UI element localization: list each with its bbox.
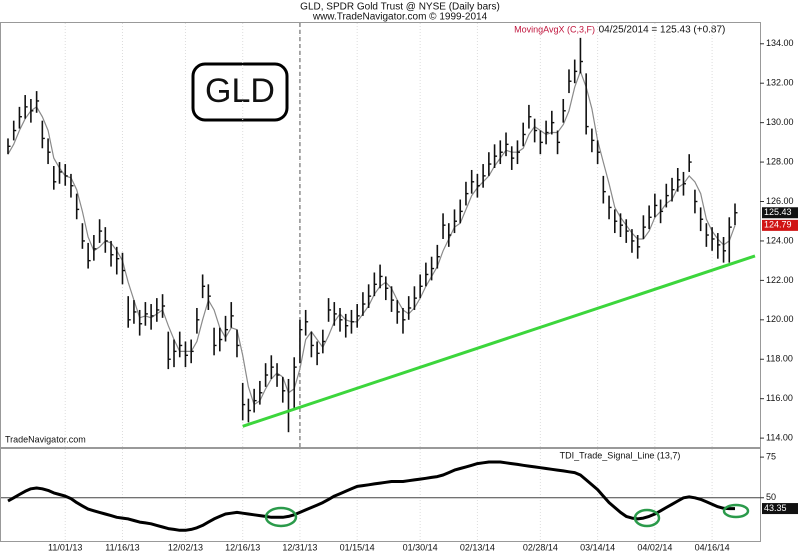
trendline <box>242 254 756 428</box>
y-tick-label: 118.00 <box>766 354 793 364</box>
y-tick-label: 120.00 <box>766 314 794 324</box>
watermark: TradeNavigator.com <box>5 434 86 444</box>
close-label: 125.43 <box>764 207 792 217</box>
value-label: 43.35 <box>764 503 787 513</box>
y-tick-label: 116.00 <box>766 393 793 403</box>
close-box <box>762 207 798 219</box>
symbol-text: GLD <box>205 72 275 110</box>
annotations <box>264 503 750 528</box>
y-tick-label: 126.00 <box>766 196 794 206</box>
y-tick-label: 122.00 <box>766 275 794 285</box>
y-tick-label: 50 <box>766 492 776 502</box>
moving-average-line <box>7 69 736 406</box>
highlight-ellipse <box>633 508 661 528</box>
x-tick-label: 04/02/14 <box>637 542 672 552</box>
x-tick-label: 03/14/14 <box>580 542 615 552</box>
legend-label: TDI_Trade_Signal_Line (13,7) <box>560 450 681 460</box>
highlight-ellipse <box>722 503 750 519</box>
x-tick-label: 02/28/14 <box>523 542 558 552</box>
chart-subtitle: www.TradeNavigator.com © 1999-2014 <box>312 12 488 23</box>
x-tick-label: 12/31/13 <box>282 542 317 552</box>
indicator-panel <box>0 448 761 542</box>
y-tick-label: 128.00 <box>766 156 794 166</box>
y-tick-label: 75 <box>766 452 776 462</box>
y-tick-label: 114.00 <box>766 432 793 442</box>
chart-title: GLD, SPDR Gold Trust @ NYSE (Daily bars) <box>300 2 500 13</box>
legend-label: MovingAvgX (C,3,F) <box>514 24 595 34</box>
x-tick-label: 01/15/14 <box>340 542 375 552</box>
y-tick-label: 130.00 <box>766 117 794 127</box>
x-tick-label: 11/16/13 <box>105 542 139 552</box>
last-label: 04/25/2014 = 125.43 (+0.87) <box>599 25 726 36</box>
indicator-line <box>7 460 735 532</box>
x-tick-label: 02/13/14 <box>460 542 495 552</box>
x-tick-label: 12/02/13 <box>168 542 203 552</box>
x-tick-label: 01/30/14 <box>403 542 438 552</box>
y-tick-label: 134.00 <box>766 38 794 48</box>
x-tick-label: 04/16/14 <box>695 542 730 552</box>
y-tick-label: 124.00 <box>766 235 794 245</box>
symbol-box <box>191 62 289 122</box>
x-tick-label: 12/16/13 <box>225 542 260 552</box>
highlight-ellipse <box>264 506 298 528</box>
x-tick-label: 11/01/13 <box>48 542 82 552</box>
value-box <box>762 219 798 231</box>
value-box <box>762 503 798 515</box>
y-tick-label: 132.00 <box>766 78 794 88</box>
value-label: 124.79 <box>764 220 792 230</box>
